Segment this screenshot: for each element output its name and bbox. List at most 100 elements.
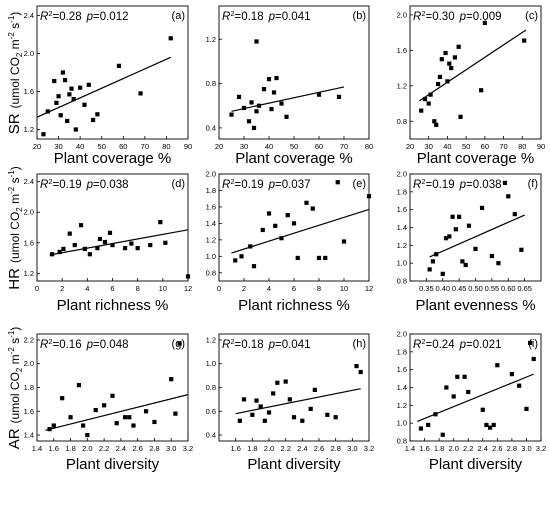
x-axis-label: Plant coverage %: [54, 150, 172, 167]
y-tick-label: 1.8: [397, 347, 407, 356]
data-point: [58, 113, 63, 118]
x-tick-label: 30: [54, 142, 62, 151]
data-point: [254, 39, 259, 44]
data-point: [284, 114, 289, 119]
data-point: [443, 236, 449, 241]
data-point: [246, 119, 252, 124]
data-point: [60, 70, 65, 75]
data-point: [52, 78, 57, 84]
r-squared-sup: 2: [48, 9, 52, 18]
data-point: [295, 255, 300, 261]
data-point: [237, 418, 242, 423]
y-tick-label: 0.6: [206, 407, 216, 416]
x-tick-label: 1.6: [49, 444, 59, 453]
panel-letter: (a): [172, 10, 185, 22]
x-tick-label: 1.4: [405, 444, 415, 453]
x-tick-label: 1.4: [32, 444, 42, 453]
data-point: [463, 262, 468, 268]
data-point: [168, 36, 173, 41]
data-point: [169, 377, 174, 382]
data-point: [323, 255, 328, 261]
data-point: [73, 127, 78, 132]
data-point: [143, 409, 149, 414]
y-tick-label: 0.8: [206, 268, 216, 277]
data-point: [152, 419, 157, 425]
data-point: [69, 86, 74, 91]
r2-value: 0.24: [432, 339, 455, 351]
data-point: [138, 91, 143, 96]
data-point: [432, 119, 437, 124]
y-tick-label: 0.8: [206, 79, 216, 88]
y-tick-label: 2.0: [206, 170, 216, 179]
data-point: [177, 341, 182, 346]
data-point: [458, 114, 463, 119]
panel-letter: (b): [353, 10, 366, 22]
stats-label: R2=0.30 p=0.009: [413, 9, 502, 23]
data-point: [41, 132, 46, 137]
y-tick-label: 2.0: [24, 359, 34, 368]
x-tick-label: 2.8: [507, 444, 517, 453]
x-tick-label: 80: [162, 142, 170, 151]
data-point: [444, 385, 449, 390]
y-tick-label: 1.0: [206, 252, 216, 261]
data-point: [462, 374, 467, 379]
x-tick-label: 3.2: [364, 444, 374, 453]
data-point: [502, 180, 508, 186]
x-tick-label: 20: [33, 142, 41, 151]
data-point: [316, 92, 322, 97]
r-label: R: [222, 339, 230, 351]
data-point: [110, 242, 115, 248]
data-point: [336, 94, 342, 99]
regression-line: [235, 388, 361, 415]
y-tick-label: 0.4: [206, 431, 216, 440]
unit-subscript: 2: [15, 207, 24, 212]
data-point: [287, 397, 292, 402]
r-label: R: [222, 179, 230, 191]
data-point: [358, 369, 363, 375]
panel-letter: (g): [172, 338, 185, 350]
data-point: [114, 421, 119, 426]
x-tick-label: 50: [98, 142, 106, 151]
data-point: [312, 387, 317, 392]
data-point: [62, 78, 68, 83]
panel-letter: (i): [528, 338, 538, 350]
data-point: [418, 426, 424, 431]
data-point: [273, 223, 278, 228]
equals: =: [425, 339, 432, 351]
x-tick-label: 12: [365, 284, 373, 293]
data-point: [316, 255, 322, 261]
stats-label: R2=0.19 p=0.037: [222, 177, 311, 191]
y-tick-label: 1.8: [206, 186, 216, 195]
data-point: [291, 221, 297, 226]
regression-line: [419, 29, 527, 102]
panel-h: 1.6 1.8 2.0 2.2 2.4 2.6 2.8 3.0 3.2 0.4 0.6 0.8 1.0 1…: [206, 333, 374, 473]
panel-a: 20 30 40 50 60 70 80 901.21.62.02.4 R2=0.28 p=0.0…: [24, 5, 192, 167]
equals: =: [93, 339, 100, 351]
p-label: p: [459, 339, 467, 351]
data-point: [78, 223, 84, 228]
y-tick-label: 1.6: [206, 202, 216, 211]
x-tick-label: 12: [184, 284, 192, 293]
r-squared-sup: 2: [421, 337, 425, 346]
data-point: [279, 101, 284, 106]
r-squared-sup: 2: [421, 177, 425, 186]
y-tick-label: 1.4: [397, 383, 407, 392]
data-point: [445, 79, 450, 84]
y-axis-label: SR (umol CO2 m-2 s-1): [6, 12, 24, 135]
r2-value: 0.19: [432, 179, 454, 191]
data-point: [51, 423, 56, 428]
data-point: [484, 422, 489, 428]
data-point: [310, 206, 315, 211]
y-tick-label: 1.2: [397, 241, 407, 250]
data-point: [68, 415, 73, 420]
data-point: [262, 418, 267, 423]
data-point: [233, 258, 238, 263]
panel-g: 1.4 1.6 1.8 2.0 2.2 2.4 2.6 2.8 3.0 3.2 1.4 1.6 1.8 2…: [24, 333, 193, 473]
data-point: [506, 194, 511, 199]
panel-e: 0 2 4 6 8 10 120.81.01.21.41.61.82.0R2=0.19 p=0…: [206, 170, 374, 315]
x-tick-label: 50: [462, 142, 470, 151]
x-tick-label: 0.60: [501, 284, 516, 293]
data-point: [129, 241, 134, 246]
data-point: [250, 412, 255, 417]
x-axis-label: Plant richness %: [238, 297, 350, 314]
